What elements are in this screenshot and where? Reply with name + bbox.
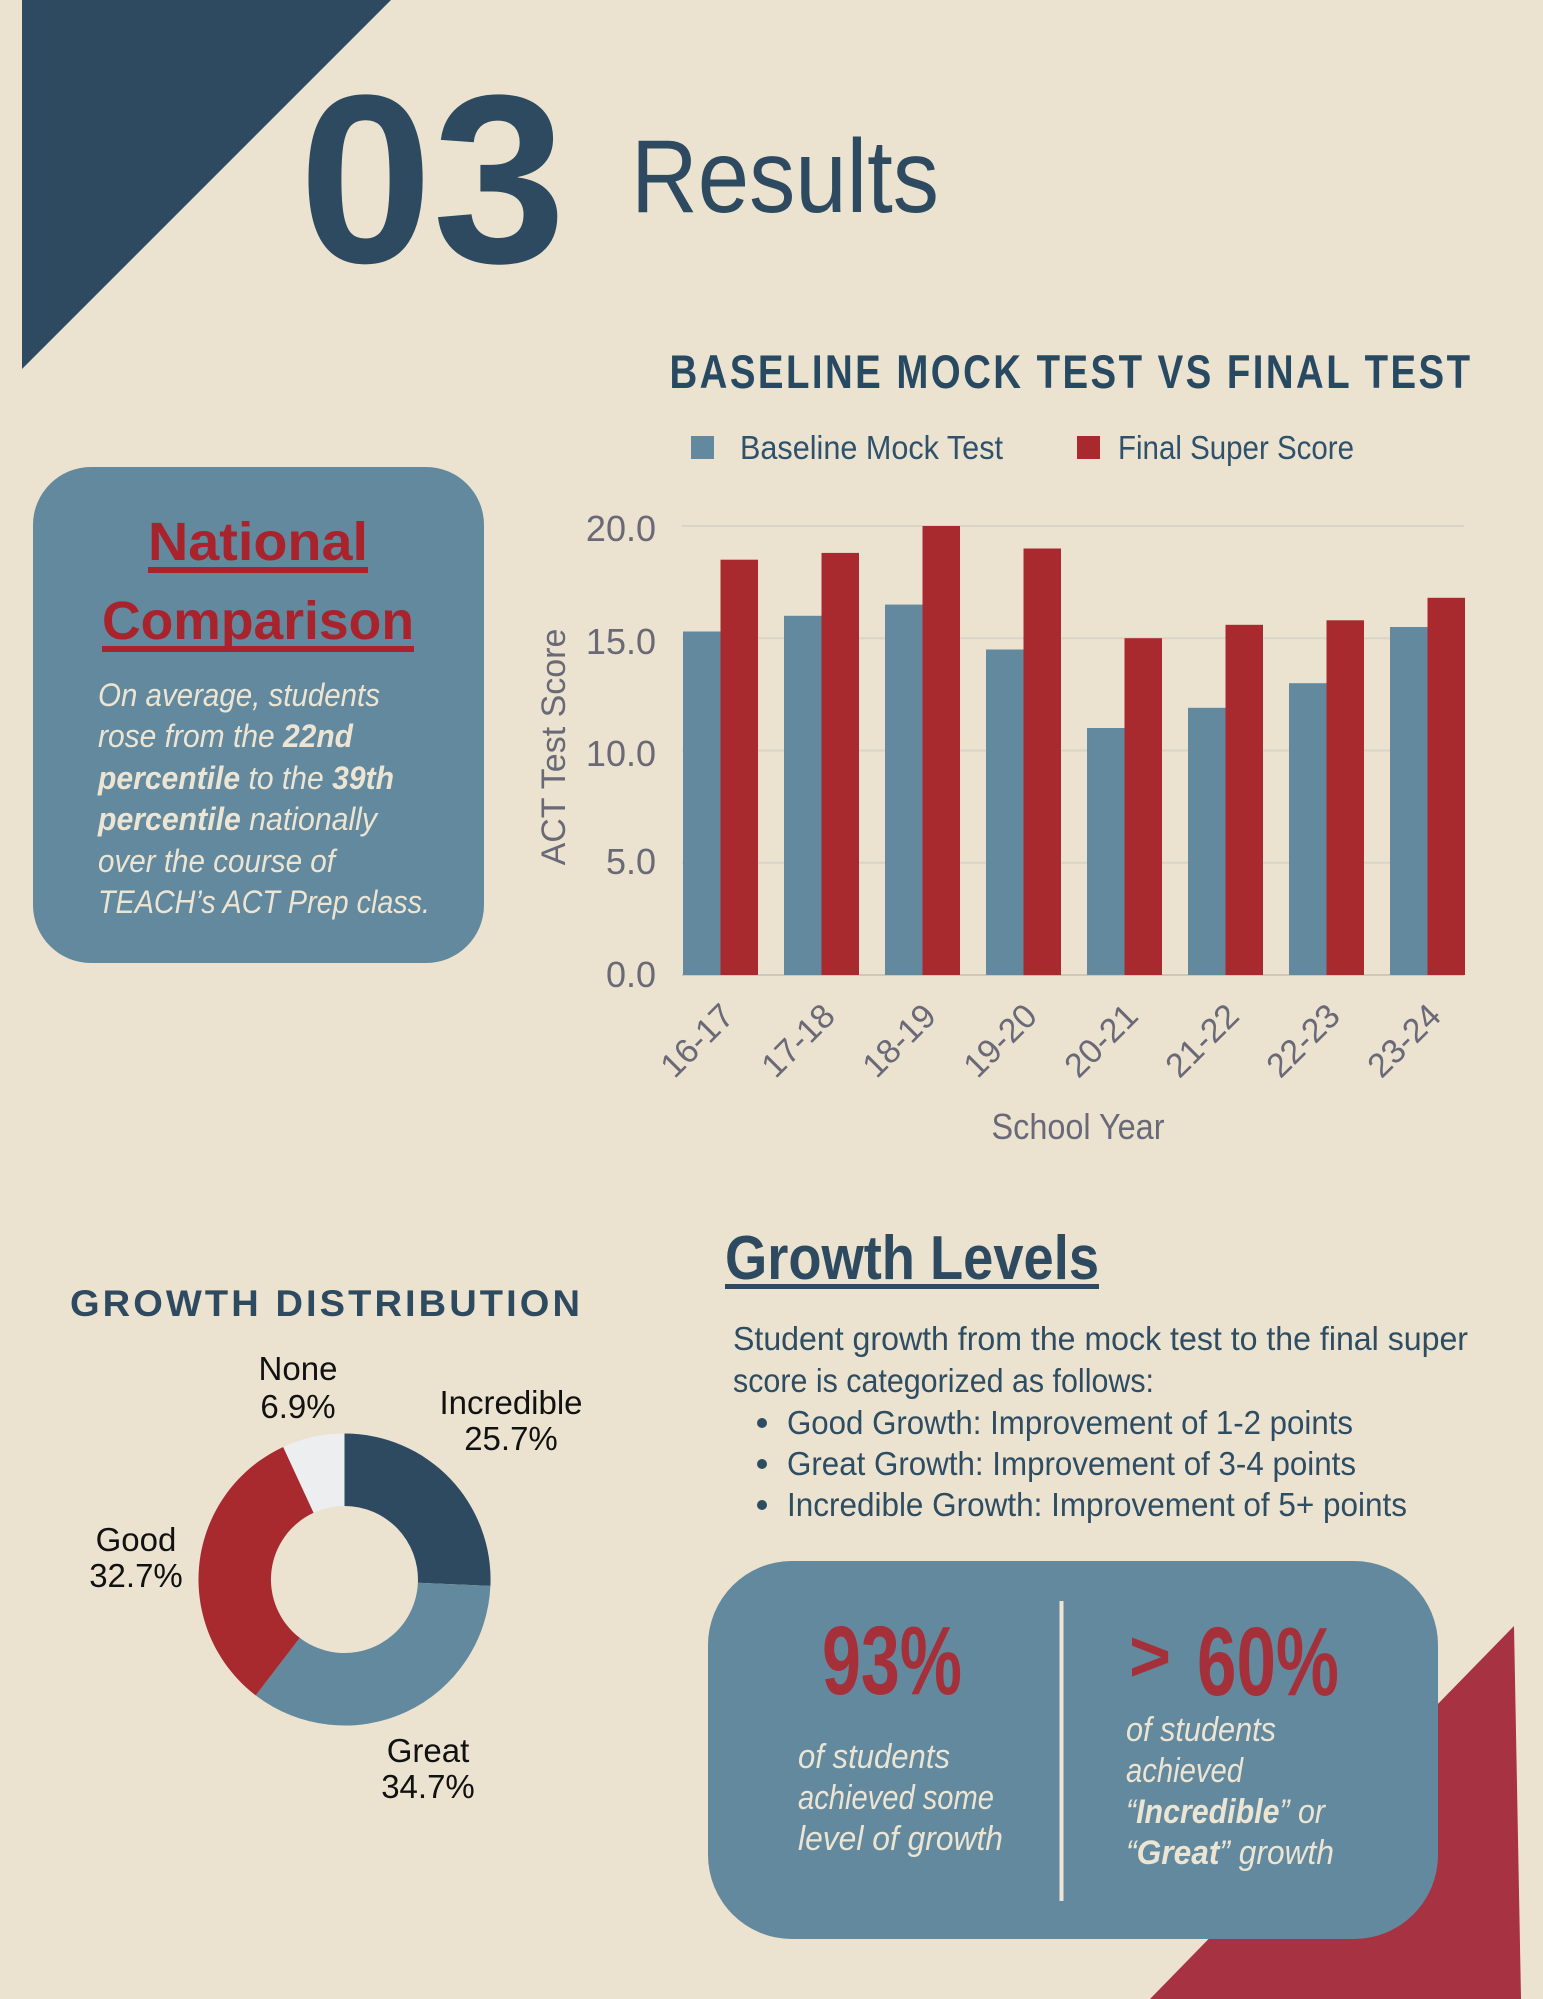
svg-text:score is categorized as follow: score is categorized as follows:: [733, 1362, 1154, 1399]
svg-text:of students: of students: [798, 1738, 950, 1776]
svg-text:Student growth from the mock t: Student growth from the mock test to the…: [733, 1320, 1468, 1357]
svg-text:Incredible: Incredible: [439, 1384, 582, 1421]
svg-text:>: >: [1129, 1617, 1171, 1697]
svg-text:5.0: 5.0: [606, 841, 656, 882]
svg-text:34.7%: 34.7%: [381, 1768, 475, 1805]
svg-text:0.0: 0.0: [606, 954, 656, 995]
svg-text:percentile to the 39th: percentile to the 39th: [97, 760, 394, 796]
svg-text:25.7%: 25.7%: [464, 1420, 558, 1457]
svg-text:over the course of: over the course of: [98, 843, 338, 879]
svg-text:18-19: 18-19: [855, 997, 943, 1085]
svg-text:17-18: 17-18: [754, 997, 842, 1085]
svg-text:20.0: 20.0: [586, 508, 656, 549]
svg-text:Comparison: Comparison: [102, 591, 414, 651]
svg-text:“Incredible” or: “Incredible” or: [1126, 1793, 1326, 1831]
svg-text:60%: 60%: [1197, 1607, 1339, 1716]
svg-text:School Year: School Year: [992, 1106, 1165, 1147]
svg-text:BASELINE MOCK TEST VS FINAL TE: BASELINE MOCK TEST VS FINAL TEST: [670, 345, 1473, 398]
svg-text:93%: 93%: [822, 1606, 962, 1715]
svg-text:16-17: 16-17: [653, 997, 741, 1085]
svg-text:Good: Good: [96, 1521, 177, 1558]
svg-text:TEACH’s ACT Prep class.: TEACH’s ACT Prep class.: [98, 884, 430, 920]
svg-text:Baseline Mock Test: Baseline Mock Test: [740, 429, 1003, 466]
svg-text:achieved: achieved: [1126, 1752, 1244, 1790]
svg-text:“Great” growth: “Great” growth: [1126, 1834, 1334, 1872]
svg-text:On average, students: On average, students: [98, 677, 380, 713]
svg-text:Incredible Growth: Improvement: Incredible Growth: Improvement of 5+ poi…: [787, 1486, 1407, 1523]
svg-text:GROWTH DISTRIBUTION: GROWTH DISTRIBUTION: [70, 1283, 583, 1324]
svg-text:20-21: 20-21: [1057, 997, 1145, 1085]
svg-text:level of growth: level of growth: [798, 1820, 1003, 1858]
svg-text:Growth Levels: Growth Levels: [725, 1224, 1099, 1293]
svg-text:Great Growth: Improvement of 3: Great Growth: Improvement of 3-4 points: [787, 1445, 1356, 1482]
svg-text:None: None: [259, 1350, 338, 1387]
svg-text:15.0: 15.0: [586, 621, 656, 662]
svg-text:ACT Test Score: ACT Test Score: [535, 629, 573, 866]
svg-text:6.9%: 6.9%: [260, 1388, 335, 1425]
svg-text:rose from the 22nd: rose from the 22nd: [98, 718, 354, 754]
svg-text:Results: Results: [631, 119, 939, 235]
svg-text:achieved some: achieved some: [798, 1779, 994, 1817]
svg-text:of students: of students: [1126, 1711, 1276, 1749]
svg-text:19-20: 19-20: [956, 997, 1044, 1085]
svg-text:Good Growth: Improvement of 1-: Good Growth: Improvement of 1-2 points: [787, 1404, 1353, 1441]
svg-text:22-23: 22-23: [1259, 997, 1347, 1085]
svg-text:23-24: 23-24: [1360, 997, 1448, 1085]
svg-text:percentile nationally: percentile nationally: [97, 801, 379, 837]
svg-text:10.0: 10.0: [586, 733, 656, 774]
svg-text:21-22: 21-22: [1158, 997, 1246, 1085]
svg-text:Great: Great: [387, 1732, 470, 1769]
svg-text:32.7%: 32.7%: [89, 1557, 183, 1594]
svg-text:Final Super Score: Final Super Score: [1118, 429, 1354, 466]
svg-text:03: 03: [299, 45, 566, 313]
svg-text:National: National: [148, 512, 368, 572]
